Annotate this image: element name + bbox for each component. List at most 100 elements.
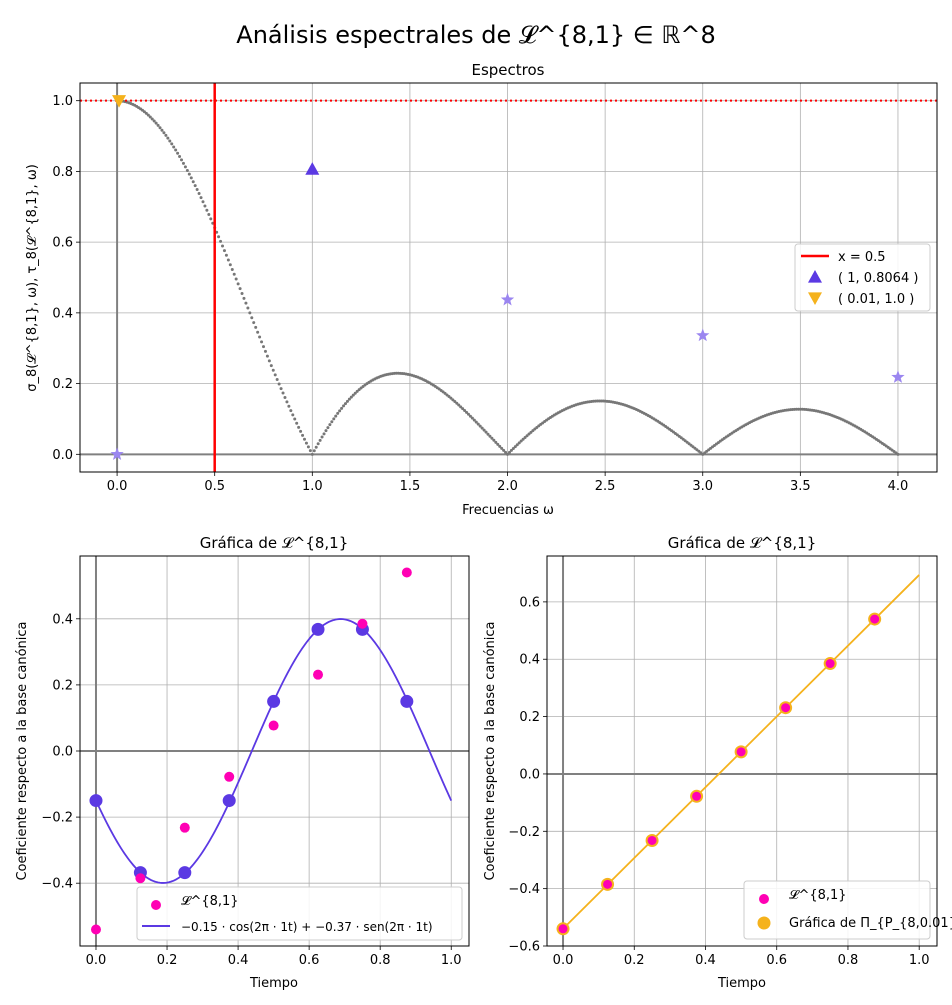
spectrum-point	[299, 430, 302, 433]
fourier-title: Gráfica de 𝓛^{8,1}	[200, 534, 349, 552]
sampled-fit-point	[178, 866, 191, 879]
spectrum-ytick-label: 0.8	[52, 165, 73, 180]
spectrum-point	[274, 373, 277, 376]
signal-point	[692, 792, 701, 801]
fourier-xtick-label: 0.6	[299, 953, 320, 968]
spectrum-legend: x = 0.5 ( 1, 0.8064 ) ( 0.01, 1.0 )	[795, 244, 930, 311]
spectrum-point	[291, 413, 294, 416]
spectrum-point	[264, 350, 267, 353]
fourier-legend: 𝓛^{8,1} −0.15 · cos(2π · 1t) + −0.37 · se…	[137, 887, 462, 940]
signal-point	[737, 747, 746, 756]
spectrum-point	[205, 209, 208, 212]
signal-point	[648, 836, 657, 845]
legend-label: ( 0.01, 1.0 )	[838, 292, 914, 307]
spectrum-point	[231, 268, 234, 271]
projection-legend: 𝓛^{8,1}Gráfica de Π_{P_{8,0.01}}(x)	[744, 881, 952, 939]
spectrum-point	[168, 140, 171, 143]
fourier-ylabel: Coeficiente respecto a la base canónica	[15, 621, 30, 880]
spectrum-point	[198, 192, 201, 195]
projection-xtick-label: 0.8	[838, 953, 859, 968]
spectrum-point	[160, 129, 163, 132]
spectrum-point	[260, 340, 263, 343]
spectrum-point	[250, 316, 253, 319]
projection-xtick-label: 0.0	[553, 953, 574, 968]
spectrum-xtick-label: 0.5	[204, 479, 225, 494]
spectrum-point	[293, 418, 296, 421]
spectrum-point	[321, 436, 324, 439]
projection-ytick-label: −0.6	[508, 940, 540, 955]
fourier-xtick-label: 0.8	[370, 953, 391, 968]
spectrum-point	[258, 336, 261, 339]
spectrum-point	[297, 426, 300, 429]
spectrum-point	[188, 173, 191, 176]
spectrum-point	[155, 122, 158, 125]
signal-point	[559, 924, 568, 933]
spectrum-point	[313, 449, 316, 452]
spectrum-title: Espectros	[471, 61, 544, 79]
fourier-xtick-label: 0.2	[157, 953, 178, 968]
legend-label: 𝓛^{8,1}	[181, 894, 239, 909]
spectrum-point	[248, 311, 251, 314]
spectrum-point	[326, 426, 329, 429]
spectrum-point	[164, 134, 167, 137]
spectrum-point	[328, 423, 331, 426]
spectrum-ytick-label: 0.4	[52, 306, 73, 321]
legend-label: ( 1, 0.8064 )	[838, 271, 918, 286]
spectrum-xlabel: Frecuencias ω	[462, 503, 554, 518]
spectrum-point	[184, 165, 187, 168]
spectrum-point	[252, 321, 255, 324]
signal-point	[402, 568, 412, 578]
projection-ylabel: Coeficiente respecto a la base canónica	[483, 621, 498, 880]
spectrum-point	[309, 449, 312, 452]
spectrum-point	[896, 453, 899, 456]
spectrum-chart: Espectros 0.0 0.5 1.0 1.5 2.0 2.5 3.0 3.5 4.00.0…	[25, 61, 937, 518]
spectrum-point	[280, 387, 283, 390]
projection-ytick-label: 0.4	[519, 653, 540, 668]
spectrum-point	[178, 155, 181, 158]
spectrum-xtick-label: 0.0	[107, 479, 128, 494]
projection-xtick-label: 0.2	[624, 953, 645, 968]
signal-point	[180, 823, 190, 833]
sampled-fit-point	[89, 794, 102, 807]
signal-point	[870, 615, 879, 624]
spectrum-xtick-label: 1.0	[302, 479, 323, 494]
fourier-chart: Gráfica de 𝓛^{8,1} 0.0 0.2 0.4 0.6 0.8 1.0−0.…	[15, 534, 469, 991]
spectrum-point	[317, 442, 320, 445]
spectrum-point	[190, 176, 193, 179]
spectrum-point	[268, 359, 271, 362]
spectrum-point	[287, 405, 290, 408]
legend-label: x = 0.5	[838, 250, 886, 265]
spectrum-point	[282, 392, 285, 395]
spectrum-point	[266, 355, 269, 358]
spectrum-point	[338, 409, 341, 412]
spectrum-point	[159, 126, 162, 129]
figure-title: Análisis espectrales de 𝓛^{8,1} ∈ ℝ^8	[236, 21, 715, 49]
legend-label: Gráfica de Π_{P_{8,0.01}}(x)	[789, 916, 952, 931]
fourier-ytick-label: 0.2	[52, 678, 73, 693]
spectrum-xtick-label: 3.5	[790, 479, 811, 494]
spectrum-point	[221, 244, 224, 247]
projection-ytick-label: −0.4	[508, 882, 540, 897]
spectrum-point	[201, 200, 204, 203]
spectrum-point	[200, 196, 203, 199]
sampled-fit-point	[312, 623, 325, 636]
spectrum-xtick-label: 3.0	[692, 479, 713, 494]
spectrum-point	[289, 409, 292, 412]
fourier-ytick-label: 0.4	[52, 612, 73, 627]
signal-point	[357, 619, 367, 629]
legend-dot-swatch	[759, 894, 769, 904]
signal-point	[135, 873, 145, 883]
spectrum-point	[270, 364, 273, 367]
spectrum-xtick-label: 2.5	[595, 479, 616, 494]
spectrum-point	[342, 404, 345, 407]
spectrum-xtick-label: 1.5	[400, 479, 421, 494]
spectrum-point	[229, 263, 232, 266]
spectrum-point	[344, 402, 347, 405]
fourier-xtick-label: 0.4	[228, 953, 249, 968]
spectrum-point	[336, 412, 339, 415]
fourier-xtick-label: 1.0	[441, 953, 462, 968]
projection-ytick-label: −0.2	[508, 825, 540, 840]
spectrum-point	[254, 326, 257, 329]
signal-point	[224, 772, 234, 782]
spectrum-ytick-label: 0.2	[52, 377, 73, 392]
